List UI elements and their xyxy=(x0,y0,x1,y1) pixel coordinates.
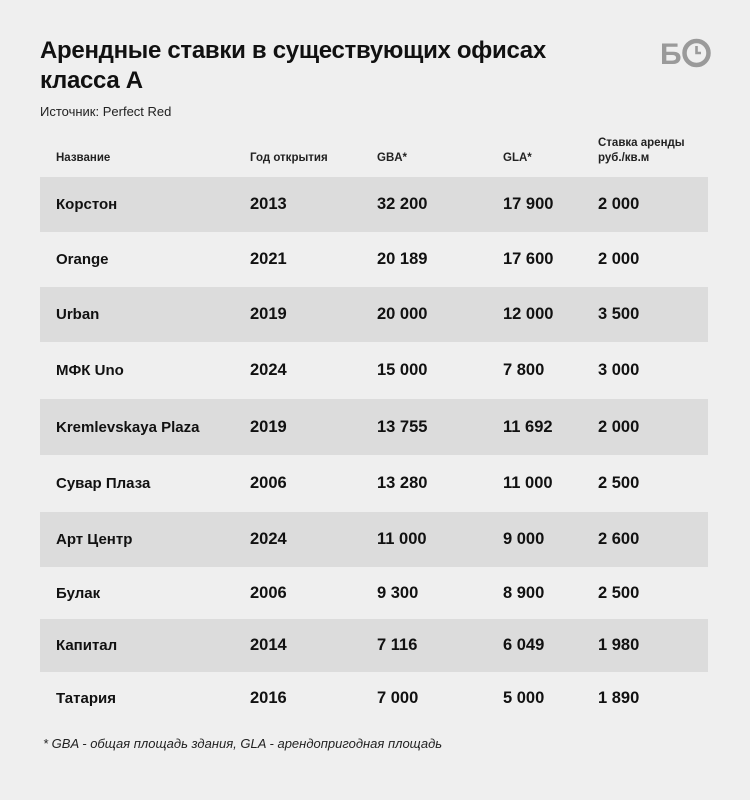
cell-gba: 13 755 xyxy=(377,417,428,436)
cell-gla: 7 800 xyxy=(503,361,545,379)
chart-title: Арендные ставки в существующих офисах кл… xyxy=(40,37,546,94)
cell-rate: 1 980 xyxy=(598,636,640,654)
bo-logo: Б xyxy=(660,38,711,70)
bo-logo-letter: Б xyxy=(660,38,682,70)
header-year: Год открытия xyxy=(250,152,328,164)
source-note: Источник: Perfect Red xyxy=(40,104,172,119)
header-name: Название xyxy=(56,152,111,164)
cell-year: 2013 xyxy=(250,195,287,213)
table-body: Корстон 2013 32 200 17 900 2 000 Orange 2021 20… xyxy=(40,177,708,725)
header-gla: GLA* xyxy=(503,152,532,164)
cell-name: Татария xyxy=(56,690,116,707)
cell-gba: 32 200 xyxy=(377,195,428,213)
cell-gba: 15 000 xyxy=(377,361,428,379)
table-row: Арт Центр 2024 11 000 9 000 2 600 xyxy=(40,512,708,567)
cell-gla: 5 000 xyxy=(503,689,545,707)
cell-gba: 7 116 xyxy=(377,636,418,654)
cell-year: 2006 xyxy=(250,474,287,492)
cell-year: 2006 xyxy=(250,583,287,602)
cell-name: Orange xyxy=(56,251,109,268)
cell-rate: 2 500 xyxy=(598,474,640,492)
cell-rate: 1 890 xyxy=(598,689,640,707)
cell-rate: 3 500 xyxy=(598,305,640,323)
cell-gba: 9 300 xyxy=(377,583,419,602)
cell-gba: 7 000 xyxy=(377,689,419,707)
clock-hands xyxy=(695,46,701,55)
cell-gba: 20 000 xyxy=(377,305,428,323)
cell-year: 2021 xyxy=(250,250,287,268)
table-row: Сувар Плаза 2006 13 280 11 000 2 500 xyxy=(40,455,708,512)
cell-year: 2024 xyxy=(250,361,287,379)
cell-gla: 17 600 xyxy=(503,250,554,268)
cell-gla: 17 900 xyxy=(503,195,554,213)
footnote: * GBA - общая площадь здания, GLA - арен… xyxy=(43,736,443,751)
cell-name: Urban xyxy=(56,306,100,323)
cell-name: МФК Uno xyxy=(56,362,124,379)
cell-gba: 20 189 xyxy=(377,250,428,268)
cell-gla: 11 000 xyxy=(503,474,553,492)
cell-year: 2019 xyxy=(250,305,287,323)
table-row: Корстон 2013 32 200 17 900 2 000 xyxy=(40,177,708,232)
cell-name: Булак xyxy=(56,584,101,602)
table-row: Татария 2016 7 000 5 000 1 890 xyxy=(40,672,708,725)
header-gba: GBA* xyxy=(377,152,408,164)
table-row: Булак 2006 9 300 8 900 2 500 xyxy=(40,567,708,619)
cell-rate: 2 000 xyxy=(598,195,640,213)
cell-name: Kremlevskaya Plaza xyxy=(56,418,200,436)
cell-gla: 6 049 xyxy=(503,636,545,654)
cell-gba: 13 280 xyxy=(377,474,428,492)
cell-gla: 9 000 xyxy=(503,530,545,548)
header-rate: Ставка аренды руб./кв.м xyxy=(598,137,685,164)
cell-rate: 2 500 xyxy=(598,583,640,602)
table-row: Urban 2019 20 000 12 000 3 500 xyxy=(40,287,708,342)
table-row: Капитал 2014 7 116 6 049 1 980 xyxy=(40,619,708,672)
cell-name: Корстон xyxy=(56,196,118,213)
cell-name: Сувар Плаза xyxy=(56,475,151,492)
cell-year: 2024 xyxy=(250,530,287,548)
table-row: Orange 2021 20 189 17 600 2 000 xyxy=(40,232,708,287)
clock-icon xyxy=(682,38,711,68)
cell-year: 2016 xyxy=(250,689,287,707)
cell-rate: 2 000 xyxy=(598,250,640,268)
cell-gla: 11 692 xyxy=(503,417,553,436)
table-row: МФК Uno 2024 15 000 7 800 3 000 xyxy=(40,342,708,399)
cell-name: Капитал xyxy=(56,637,118,654)
cell-year: 2019 xyxy=(250,417,287,436)
cell-rate: 3 000 xyxy=(598,361,640,379)
cell-gla: 12 000 xyxy=(503,305,554,323)
cell-rate: 2 000 xyxy=(598,417,640,436)
table-row: Kremlevskaya Plaza 2019 13 755 11 692 2 000 xyxy=(40,399,708,455)
cell-year: 2014 xyxy=(250,636,287,654)
table-header: Название Год открытия GBA* GLA* Ставка а… xyxy=(0,130,750,176)
cell-name: Арт Центр xyxy=(56,531,133,548)
cell-rate: 2 600 xyxy=(598,530,640,548)
cell-gla: 8 900 xyxy=(503,583,545,602)
cell-gba: 11 000 xyxy=(377,530,427,548)
